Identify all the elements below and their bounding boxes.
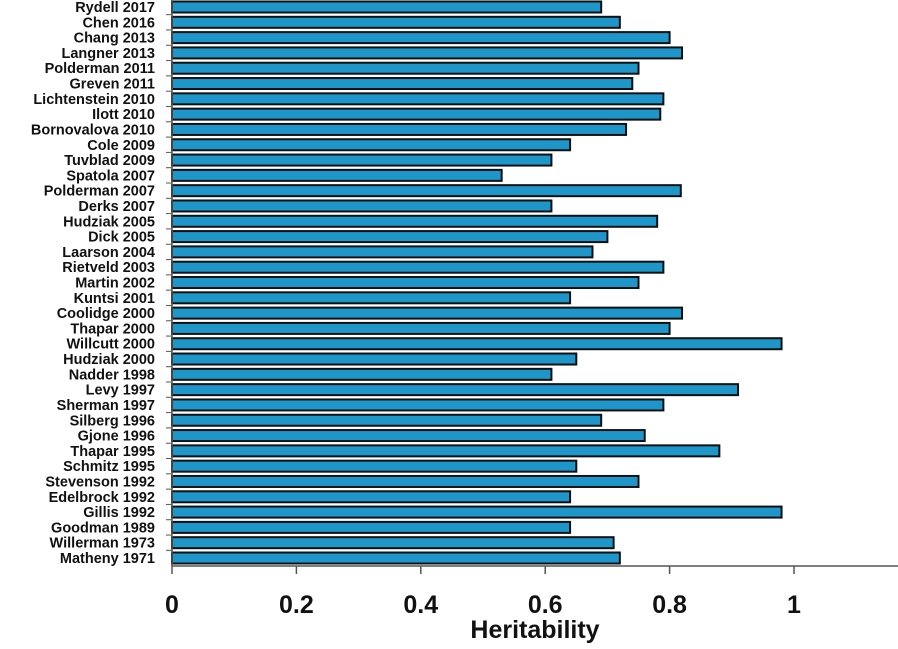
bar [171, 31, 671, 45]
x-ticks: 0 0.2 0.4 0.6 0.8 1 [165, 566, 801, 619]
category-label: Dick 2005 [88, 230, 155, 246]
category-label: Coolidge 2000 [57, 306, 155, 322]
bar [171, 429, 646, 443]
category-label: Martin 2002 [75, 276, 155, 292]
category-label: Thapar 2000 [70, 321, 155, 337]
bar [171, 214, 659, 228]
category-label: Chang 2013 [74, 31, 155, 47]
bar [171, 337, 783, 351]
bar [171, 260, 665, 274]
bar [171, 444, 721, 458]
category-label: Langner 2013 [62, 46, 156, 62]
bar [171, 276, 640, 289]
category-label: Laarson 2004 [62, 245, 155, 261]
x-axis-label: Heritability [470, 616, 599, 644]
bar [171, 321, 671, 335]
bar [171, 138, 572, 152]
bar [171, 398, 665, 412]
category-label: Ilott 2010 [92, 107, 155, 123]
category-label: Rietveld 2003 [62, 260, 155, 276]
category-label: Edelbrock 1992 [49, 490, 155, 506]
category-label: Sherman 1997 [57, 398, 155, 414]
category-label: Rydell 2017 [75, 0, 155, 16]
bar [171, 490, 572, 504]
category-label: Lichtenstein 2010 [33, 92, 155, 108]
bar [171, 46, 684, 60]
category-label: Chen 2016 [82, 15, 155, 31]
x-tick-label: 1 [787, 591, 801, 619]
category-label: Tuvblad 2009 [64, 153, 155, 169]
category-label: Polderman 2007 [44, 184, 155, 200]
bar [171, 413, 603, 427]
bar [171, 536, 615, 550]
bar [171, 153, 553, 167]
category-label: Willerman 1973 [50, 536, 155, 552]
bar [171, 367, 553, 381]
bar [171, 77, 634, 91]
bar [171, 122, 628, 136]
category-label: Cole 2009 [87, 138, 155, 154]
category-label: Silberg 1996 [70, 413, 155, 429]
category-label: Nadder 1998 [69, 367, 155, 383]
category-label: Levy 1997 [86, 383, 155, 399]
bar [171, 291, 572, 305]
category-label: Schmitz 1995 [63, 459, 155, 475]
x-tick-label: 0.2 [279, 591, 314, 619]
bar [171, 199, 553, 213]
category-label: Derks 2007 [78, 199, 155, 215]
category-label: Gillis 1992 [83, 505, 155, 521]
category-label: Spatola 2007 [66, 168, 155, 184]
x-tick-label: 0.6 [528, 591, 563, 619]
bar [171, 520, 572, 534]
bar [171, 15, 621, 29]
bar [171, 459, 578, 473]
category-label: Stevenson 1992 [45, 474, 155, 490]
bar [171, 107, 662, 121]
x-tick-label: 0 [165, 591, 179, 619]
bar [171, 168, 503, 182]
category-label: Thapar 1995 [70, 444, 155, 460]
x-tick-label: 0.8 [652, 591, 687, 619]
category-label: Hudziak 2000 [63, 352, 155, 368]
category-label: Matheny 1971 [60, 551, 155, 567]
bar [171, 383, 740, 397]
category-label: Kuntsi 2001 [74, 291, 155, 307]
category-label: Greven 2011 [70, 77, 155, 93]
bar [171, 245, 594, 259]
bar [171, 0, 603, 14]
bar [171, 230, 609, 244]
category-label: Gjone 1996 [78, 429, 155, 445]
bar [171, 184, 682, 198]
category-label: Willcutt 2000 [66, 337, 155, 353]
category-label: Goodman 1989 [51, 520, 155, 536]
bar [171, 551, 621, 565]
bar [171, 505, 783, 519]
x-tick-label: 0.4 [403, 591, 438, 619]
bar [171, 306, 684, 320]
bar [171, 61, 640, 75]
category-label: Hudziak 2005 [63, 214, 155, 230]
bar [171, 92, 665, 106]
bars [171, 0, 783, 565]
category-label: Bornovalova 2010 [31, 122, 155, 138]
category-label: Polderman 2011 [45, 61, 155, 77]
bar [171, 352, 578, 366]
bar [171, 474, 640, 488]
